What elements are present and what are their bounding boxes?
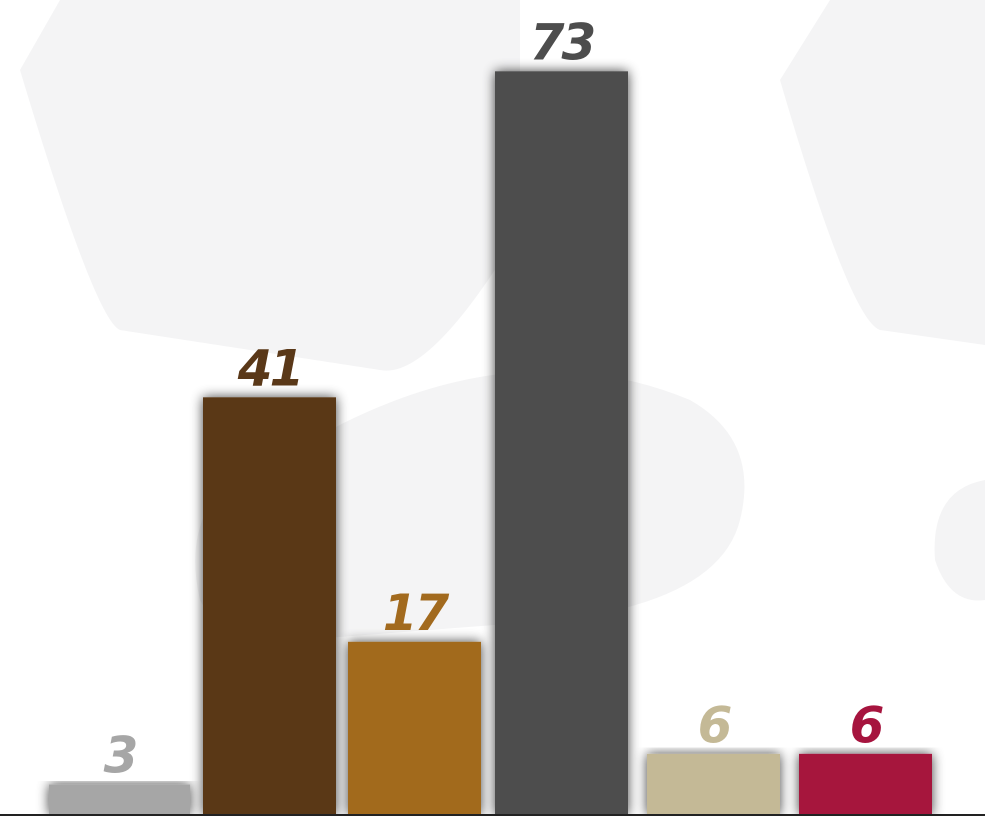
- data-label-1: 3: [104, 726, 136, 784]
- bar-3: [348, 641, 481, 815]
- data-label-5: 6: [698, 696, 732, 754]
- bar-1: [49, 784, 190, 815]
- data-label-3: 17: [383, 584, 450, 642]
- bar-4: [495, 71, 628, 815]
- data-label-4: 73: [530, 13, 594, 71]
- data-label-2: 41: [237, 339, 302, 397]
- data-label-6: 6: [850, 696, 884, 754]
- background-shape-right: [780, 0, 985, 345]
- bar-2: [203, 397, 336, 815]
- bar-6: [799, 753, 932, 815]
- background-shape-right-bottom: [934, 480, 985, 601]
- background-shape-left: [20, 0, 520, 371]
- bar-5: [647, 753, 780, 815]
